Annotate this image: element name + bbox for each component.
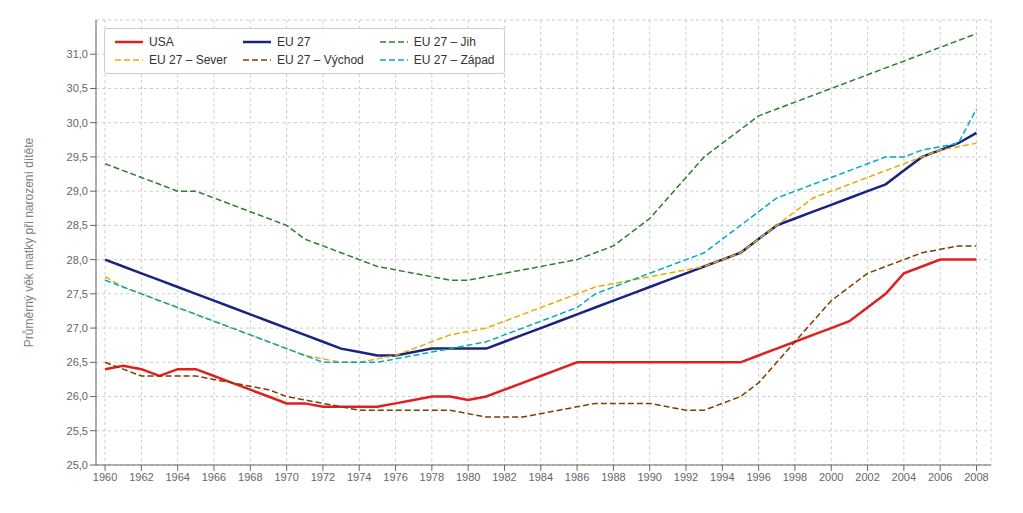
svg-text:25,5: 25,5 — [67, 425, 88, 437]
svg-text:2004: 2004 — [892, 471, 916, 483]
svg-text:27,0: 27,0 — [67, 322, 88, 334]
svg-text:1974: 1974 — [347, 471, 371, 483]
svg-text:30,0: 30,0 — [67, 117, 88, 129]
svg-text:1970: 1970 — [274, 471, 298, 483]
svg-text:1966: 1966 — [202, 471, 226, 483]
svg-text:27,5: 27,5 — [67, 288, 88, 300]
svg-text:2006: 2006 — [928, 471, 952, 483]
html-text:EU 27 – Sever: EU 27 – Sever — [149, 53, 227, 67]
svg-text:1986: 1986 — [565, 471, 589, 483]
svg-text:2002: 2002 — [855, 471, 879, 483]
html-text:EU 27 – Východ: EU 27 – Východ — [277, 53, 364, 67]
svg-text:Průměrný věk matky při narozen: Průměrný věk matky při narození dítěte — [22, 137, 36, 347]
svg-text:1984: 1984 — [529, 471, 553, 483]
html-text:EU 27: EU 27 — [277, 35, 311, 49]
html-text:EU 27 – Západ: EU 27 – Západ — [413, 53, 495, 67]
svg-text:1992: 1992 — [674, 471, 698, 483]
svg-text:1990: 1990 — [637, 471, 661, 483]
svg-text:29,5: 29,5 — [67, 151, 88, 163]
svg-text:28,0: 28,0 — [67, 254, 88, 266]
svg-text:2000: 2000 — [819, 471, 843, 483]
svg-text:1972: 1972 — [311, 471, 335, 483]
svg-text:26,0: 26,0 — [67, 390, 88, 402]
html-text:EU 27 – Jih: EU 27 – Jih — [413, 35, 476, 49]
svg-text:26,5: 26,5 — [67, 356, 88, 368]
svg-text:1994: 1994 — [710, 471, 734, 483]
svg-text:1996: 1996 — [746, 471, 770, 483]
svg-text:31,0: 31,0 — [67, 48, 88, 60]
svg-text:1978: 1978 — [420, 471, 444, 483]
svg-text:1988: 1988 — [601, 471, 625, 483]
html-text:USA: USA — [149, 35, 174, 49]
svg-text:1960: 1960 — [93, 471, 117, 483]
svg-text:1968: 1968 — [238, 471, 262, 483]
svg-text:28,5: 28,5 — [67, 219, 88, 231]
svg-text:29,0: 29,0 — [67, 185, 88, 197]
svg-text:1980: 1980 — [456, 471, 480, 483]
svg-text:1964: 1964 — [165, 471, 189, 483]
svg-text:1962: 1962 — [129, 471, 153, 483]
svg-text:2008: 2008 — [964, 471, 988, 483]
svg-text:1976: 1976 — [383, 471, 407, 483]
svg-text:1982: 1982 — [492, 471, 516, 483]
svg-text:25,0: 25,0 — [67, 459, 88, 471]
svg-text:1998: 1998 — [783, 471, 807, 483]
svg-text:30,5: 30,5 — [67, 82, 88, 94]
